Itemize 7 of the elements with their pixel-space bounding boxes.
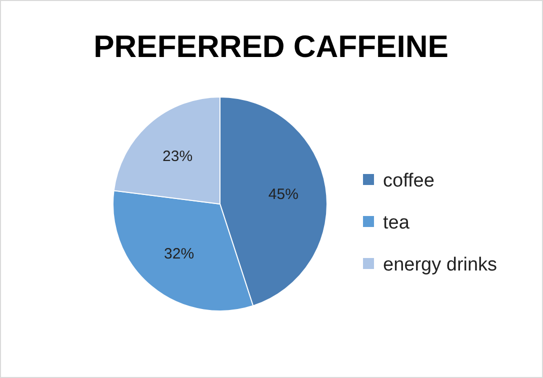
chart-title: PREFERRED CAFFEINE bbox=[94, 29, 448, 64]
legend-label: tea bbox=[383, 212, 410, 234]
data-label: 32% bbox=[164, 246, 194, 263]
legend-label: energy drinks bbox=[383, 254, 498, 276]
legend-label: coffee bbox=[383, 170, 434, 192]
data-label: 45% bbox=[268, 186, 298, 204]
data-label: 23% bbox=[162, 148, 193, 166]
